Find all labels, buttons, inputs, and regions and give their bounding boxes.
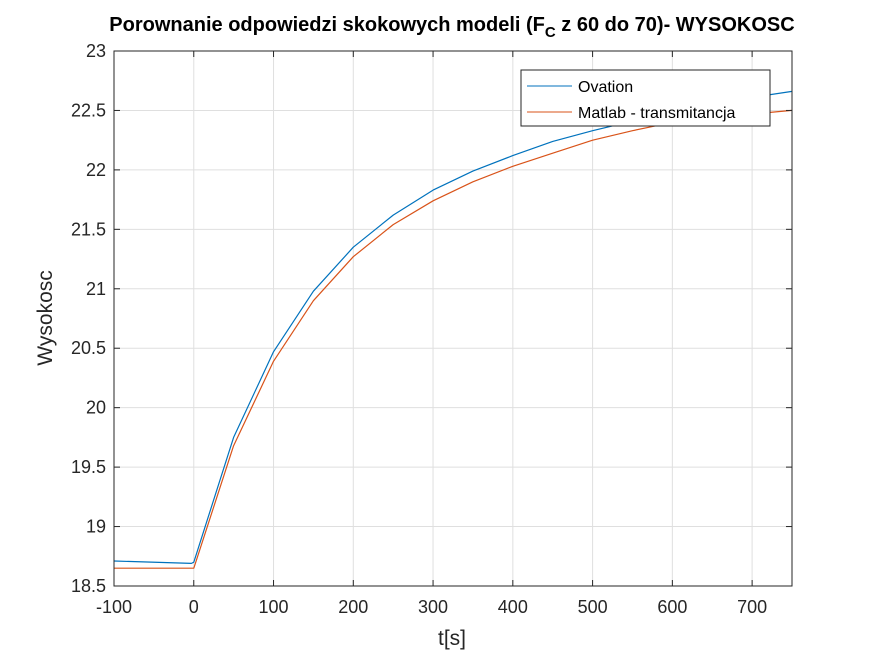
y-tick-label: 18.5 bbox=[71, 576, 106, 596]
chart-title-rest: z 60 do 70)- WYSOKOSC bbox=[556, 14, 795, 36]
x-tick-label: 0 bbox=[189, 597, 199, 617]
y-tick-label: 20 bbox=[86, 398, 106, 418]
y-tick-label: 21 bbox=[86, 279, 106, 299]
y-tick-label: 22 bbox=[86, 160, 106, 180]
chart-title-main: Porownanie odpowiedzi skokowych modeli (… bbox=[109, 14, 545, 36]
y-tick-label: 19 bbox=[86, 517, 106, 537]
axes-frame bbox=[113, 50, 793, 587]
x-tick-label: 200 bbox=[338, 597, 368, 617]
x-tick-label: 700 bbox=[737, 597, 767, 617]
x-tick-label: 500 bbox=[578, 597, 608, 617]
chart-title-subscript: C bbox=[545, 24, 556, 41]
tick-labels: -100 0 100 200 300 400 500 600 700 18.5 19 19.5 20 20… bbox=[71, 41, 767, 617]
chart-title: Porownanie odpowiedzi skokowych modeli (… bbox=[109, 14, 794, 41]
x-tick-label: 300 bbox=[418, 597, 448, 617]
x-axis-label: t[s] bbox=[438, 627, 466, 650]
x-tick-label: 600 bbox=[657, 597, 687, 617]
legend-box bbox=[520, 69, 771, 127]
y-axis-label: Wysokosc bbox=[34, 270, 57, 366]
y-tick-label: 23 bbox=[86, 41, 106, 61]
y-tick-label: 22.5 bbox=[71, 100, 106, 120]
legend-label-matlab: Matlab - transmitancja bbox=[578, 105, 735, 122]
ticks bbox=[113, 50, 792, 587]
x-tick-label: 100 bbox=[259, 597, 289, 617]
x-tick-label: 400 bbox=[498, 597, 528, 617]
y-tick-label: 20.5 bbox=[71, 338, 106, 358]
plot-area bbox=[114, 51, 792, 586]
y-tick-label: 19.5 bbox=[71, 457, 106, 477]
y-tick-label: 21.5 bbox=[71, 219, 106, 239]
x-tick-label: -100 bbox=[96, 597, 132, 617]
legend-label-ovation: Ovation bbox=[578, 79, 633, 96]
legend: Ovation Matlab - transmitancja bbox=[520, 69, 771, 127]
